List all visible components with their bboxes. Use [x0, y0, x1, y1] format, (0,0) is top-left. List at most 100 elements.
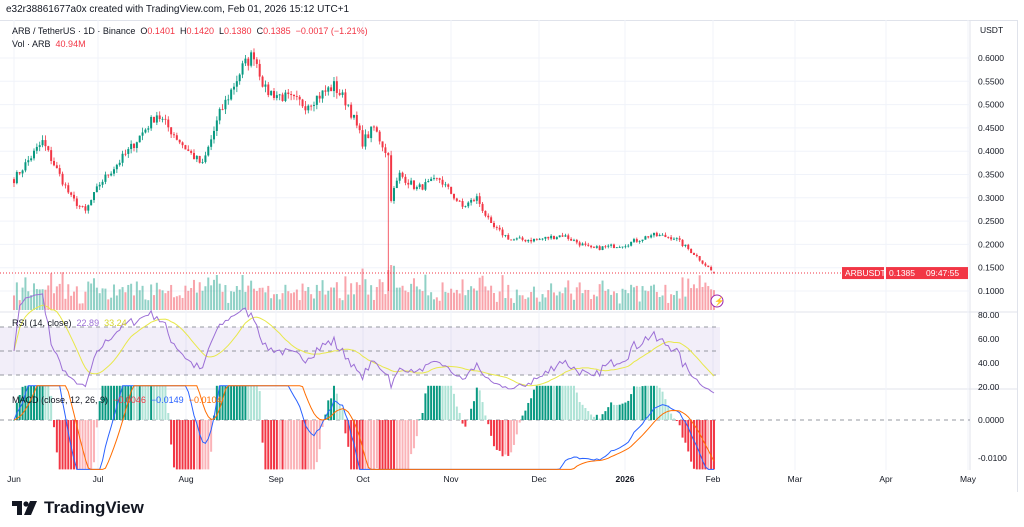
- volume-bar: [284, 284, 287, 310]
- candle-body: [118, 162, 121, 165]
- candle-body: [170, 127, 173, 135]
- volume-bar: [424, 274, 427, 310]
- volume-bar: [584, 289, 587, 310]
- candle-body: [130, 143, 133, 150]
- macd-histogram-bar: [518, 420, 521, 423]
- macd-histogram-bar: [258, 391, 261, 420]
- volume-bar: [550, 283, 553, 310]
- price-tick: 0.3000: [978, 193, 1004, 203]
- volume-bar: [598, 284, 601, 310]
- macd-histogram-bar: [52, 420, 55, 428]
- candle-body: [367, 134, 370, 139]
- volume-bar: [70, 295, 73, 310]
- candle-body: [404, 176, 407, 183]
- macd-histogram-bar: [472, 401, 475, 420]
- volume-bar: [621, 288, 624, 310]
- candle-body: [252, 52, 255, 60]
- candle-body: [347, 104, 350, 106]
- candle-body: [50, 150, 53, 161]
- price-tick: 0.5000: [978, 100, 1004, 110]
- volume-bar: [352, 294, 355, 310]
- volume-bar: [147, 300, 150, 310]
- candle-body: [278, 94, 281, 96]
- macd-histogram-bar: [75, 420, 78, 470]
- volume-bar: [481, 275, 484, 310]
- candle-body: [707, 265, 710, 268]
- volume-bar: [372, 299, 375, 310]
- macd-histogram-bar: [38, 385, 41, 420]
- candle-body: [607, 245, 610, 247]
- candle-body: [681, 239, 684, 247]
- macd-histogram-bar: [555, 385, 558, 420]
- symbol-title[interactable]: ARB / TetherUS · 1D · Binance: [12, 26, 136, 36]
- volume-bar: [192, 279, 195, 310]
- rsi-tick: 80.00: [978, 310, 1000, 320]
- candle-body: [370, 126, 373, 139]
- macd-legend[interactable]: MACD (close, 12, 26, 9) −0.0046 −0.0149 …: [12, 395, 221, 405]
- macd-histogram-bar: [495, 420, 498, 450]
- candle-body: [670, 237, 673, 240]
- volume-bar: [104, 288, 107, 310]
- macd-histogram-bar: [144, 385, 147, 420]
- candle-body: [18, 172, 21, 174]
- candle-body: [484, 210, 487, 216]
- macd-histogram-bar: [198, 420, 201, 470]
- macd-value: −0.0149: [150, 395, 184, 405]
- volume-label[interactable]: Vol · ARB: [12, 39, 51, 49]
- macd-histogram-bar: [307, 420, 310, 470]
- volume-bar: [387, 270, 390, 310]
- candle-body: [678, 238, 681, 240]
- candle-body: [712, 272, 715, 274]
- candle-body: [635, 239, 638, 242]
- open-value: 0.1401: [147, 26, 175, 36]
- macd-histogram-bar: [72, 420, 75, 470]
- volume-bar: [164, 293, 167, 310]
- macd-histogram-bar: [167, 412, 170, 420]
- candle-body: [78, 205, 81, 207]
- candle-body: [227, 99, 230, 101]
- candle-body: [441, 179, 444, 185]
- candle-body: [192, 152, 195, 160]
- macd-histogram-bar: [424, 393, 427, 420]
- macd-histogram-bar: [544, 385, 547, 420]
- candle-body: [644, 236, 647, 240]
- price-tag-value: 0.1385: [889, 268, 915, 278]
- candle-body: [590, 245, 593, 248]
- candle-body: [570, 238, 573, 241]
- macd-histogram-bar: [490, 420, 493, 436]
- candle-body: [550, 235, 553, 239]
- rsi-legend[interactable]: RSI (14, close) 22.89 33.24: [12, 318, 127, 328]
- macd-histogram-bar: [650, 385, 653, 420]
- candle-body: [547, 236, 550, 239]
- candle-body: [155, 115, 158, 123]
- candle-body: [215, 120, 218, 131]
- volume-bar: [298, 300, 301, 310]
- candle-body: [432, 177, 435, 179]
- candle-body: [261, 76, 264, 87]
- volume-bar: [487, 290, 490, 310]
- volume-bar: [450, 288, 453, 310]
- macd-histogram-bar: [435, 385, 438, 420]
- candle-body: [647, 236, 650, 238]
- candle-body: [338, 92, 341, 95]
- volume-bar: [458, 293, 461, 310]
- candle-body: [181, 142, 184, 146]
- chart-frame[interactable]: [0, 20, 1018, 492]
- volume-bar: [250, 280, 253, 310]
- macd-histogram-bar: [595, 414, 598, 420]
- macd-histogram-bar: [632, 386, 635, 420]
- volume-bar: [692, 284, 695, 310]
- volume-bar: [515, 289, 518, 310]
- candle-body: [87, 205, 90, 211]
- macd-histogram-bar: [27, 385, 30, 420]
- price-tick: 0.5500: [978, 76, 1004, 86]
- macd-histogram-bar: [207, 420, 210, 470]
- macd-histogram-bar: [118, 385, 121, 420]
- candle-body: [390, 155, 393, 201]
- macd-histogram-bar: [290, 420, 293, 470]
- macd-histogram-bar: [24, 385, 27, 420]
- high-label: H: [179, 26, 187, 36]
- candle-body: [107, 174, 110, 176]
- tradingview-logo[interactable]: TradingView: [12, 498, 144, 518]
